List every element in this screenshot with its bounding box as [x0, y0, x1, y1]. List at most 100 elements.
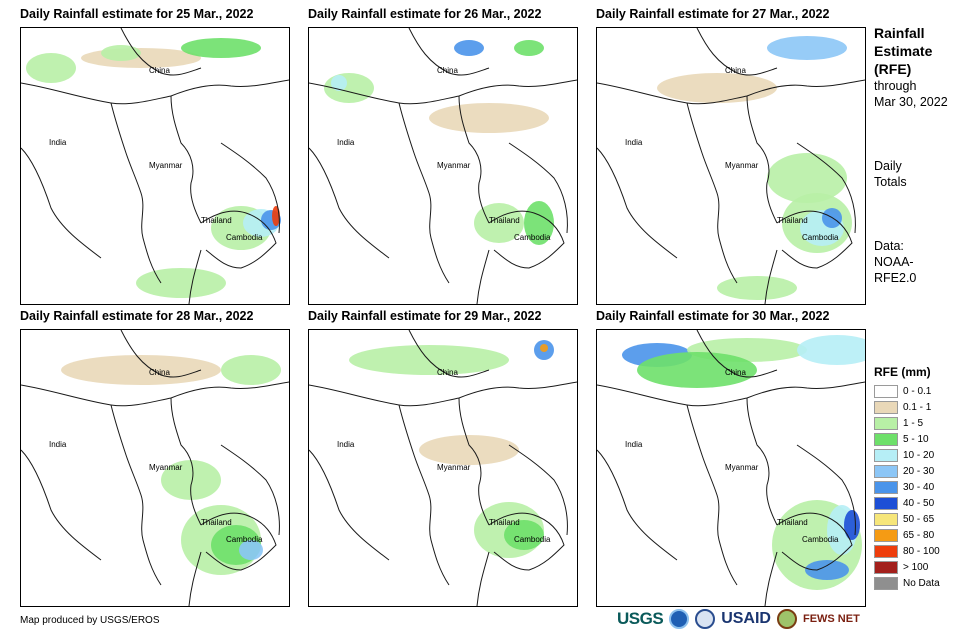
- border-line: [488, 210, 565, 269]
- legend-swatch: [874, 400, 898, 414]
- panel-25-mar: Daily Rainfall estimate for 25 Mar., 202…: [20, 7, 290, 305]
- border-line: [696, 330, 778, 378]
- data-label: Data:: [874, 239, 904, 253]
- rainfall-map: China India Myanmar Thailand Cambodia: [20, 329, 290, 607]
- border-line: [776, 512, 853, 571]
- rainfall-area: [221, 355, 281, 385]
- panel-title: Daily Rainfall estimate for 27 Mar., 202…: [596, 7, 830, 21]
- legend-label: 50 - 65: [903, 513, 935, 525]
- legend-swatch: [874, 448, 898, 462]
- rfe-title-line3: (RFE): [874, 61, 912, 77]
- legend-label: > 100: [903, 561, 929, 573]
- map-canvas: [597, 330, 865, 606]
- legend-label: 5 - 10: [903, 433, 929, 445]
- country-label-thailand: Thailand: [489, 518, 520, 527]
- border-line: [188, 551, 202, 606]
- rainfall-map: China India Myanmar Thailand Cambodia: [308, 329, 578, 607]
- legend-label: 20 - 30: [903, 465, 935, 477]
- border-line: [21, 381, 289, 407]
- legend-item: 80 - 100: [874, 543, 964, 559]
- legend-label: 0 - 0.1: [903, 385, 932, 397]
- border-line: [21, 79, 289, 105]
- country-label-cambodia: Cambodia: [226, 233, 263, 242]
- rainfall-area: [419, 435, 519, 465]
- country-label-myanmar: Myanmar: [725, 161, 759, 170]
- panel-title: Daily Rainfall estimate for 26 Mar., 202…: [308, 7, 542, 21]
- rainfall-area: [181, 38, 261, 58]
- border-line: [408, 330, 490, 378]
- map-canvas: [597, 28, 865, 304]
- border-line: [764, 551, 778, 606]
- legend-label: No Data: [903, 577, 940, 589]
- rainfall-area: [504, 520, 544, 550]
- country-borders: [597, 28, 865, 304]
- usgs-logo: USGS: [617, 609, 664, 628]
- rainfall-area: [239, 540, 263, 560]
- data-source-line2: RFE2.0: [874, 271, 917, 285]
- rainfall-area: [272, 206, 280, 226]
- legend-item: 30 - 40: [874, 479, 964, 495]
- border-line: [597, 449, 678, 561]
- border-line: [764, 249, 778, 304]
- country-label-myanmar: Myanmar: [437, 463, 471, 472]
- country-label-china: China: [725, 66, 746, 75]
- country-borders: [21, 330, 289, 606]
- border-line: [120, 330, 202, 378]
- country-label-cambodia: Cambodia: [514, 233, 551, 242]
- legend-item: 40 - 50: [874, 495, 964, 511]
- border-line: [696, 28, 778, 76]
- rainfall-area: [797, 335, 865, 365]
- rainfall-area: [161, 460, 221, 500]
- rainfall-area: [657, 73, 777, 103]
- legend-item: 0 - 0.1: [874, 383, 964, 399]
- country-label-cambodia: Cambodia: [802, 233, 839, 242]
- rfe-title-line1: Rainfall: [874, 25, 925, 41]
- rainfall-area: [26, 53, 76, 83]
- legend-swatch: [874, 432, 898, 446]
- through-label: through: [874, 79, 917, 93]
- country-label-india: India: [49, 138, 67, 147]
- legend-item: 65 - 80: [874, 527, 964, 543]
- rainfall-area: [767, 153, 847, 203]
- legend-item: 10 - 20: [874, 447, 964, 463]
- country-label-thailand: Thailand: [201, 518, 232, 527]
- border-line: [188, 249, 202, 304]
- country-label-thailand: Thailand: [777, 518, 808, 527]
- rainfall-area: [61, 355, 221, 385]
- border-line: [21, 147, 102, 259]
- through-date: Mar 30, 2022: [874, 95, 948, 109]
- daily-label: Daily: [874, 159, 902, 173]
- country-label-thailand: Thailand: [489, 216, 520, 225]
- rainfall-map: China India Myanmar Thailand Cambodia: [596, 329, 866, 607]
- country-borders: [597, 330, 865, 606]
- fewsnet-logo: FEWS NET: [802, 613, 860, 625]
- legend-swatch: [874, 528, 898, 542]
- map-canvas: [21, 28, 289, 304]
- legend-item: 20 - 30: [874, 463, 964, 479]
- border-line: [597, 147, 678, 259]
- border-line: [220, 444, 280, 536]
- border-line: [309, 147, 390, 259]
- border-line: [110, 404, 162, 586]
- panel-30-mar: Daily Rainfall estimate for 30 Mar., 202…: [596, 309, 866, 607]
- rainfall-area: [101, 45, 141, 61]
- border-line: [398, 102, 450, 284]
- rainfall-area: [136, 268, 226, 298]
- border-line: [796, 142, 856, 234]
- border-line: [488, 512, 565, 571]
- border-line: [508, 142, 568, 234]
- border-line: [796, 444, 856, 536]
- rainfall-area: [540, 344, 548, 352]
- legend-swatch: [874, 560, 898, 574]
- panel-title: Daily Rainfall estimate for 29 Mar., 202…: [308, 309, 542, 323]
- legend-swatch: [874, 464, 898, 478]
- border-line: [170, 397, 202, 526]
- border-line: [110, 102, 162, 284]
- legend-item: 0.1 - 1: [874, 399, 964, 415]
- rainfall-area: [717, 276, 797, 300]
- border-line: [476, 249, 490, 304]
- country-label-cambodia: Cambodia: [226, 535, 263, 544]
- legend-label: 1 - 5: [903, 417, 924, 429]
- rainfall-area: [844, 510, 860, 540]
- country-label-thailand: Thailand: [201, 216, 232, 225]
